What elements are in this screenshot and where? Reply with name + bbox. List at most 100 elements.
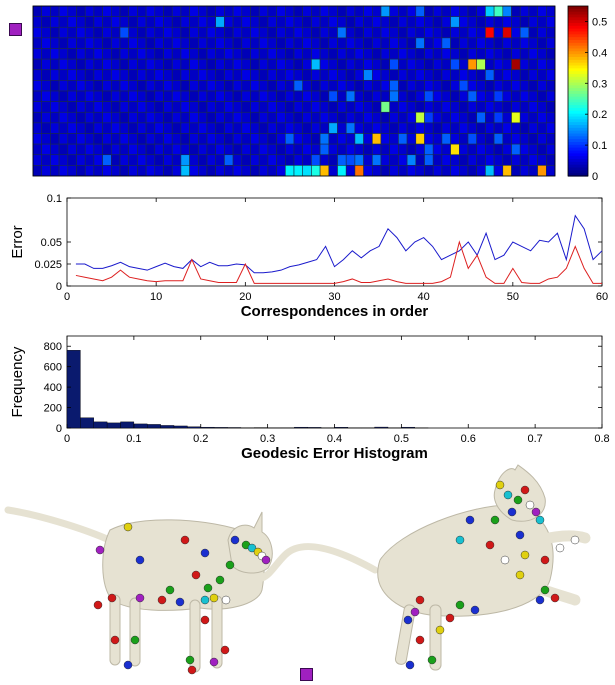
heatmap-cell	[284, 111, 295, 124]
heatmap-cell	[215, 37, 225, 49]
heatmap-cell	[337, 165, 347, 177]
heatmap-cell	[389, 58, 399, 71]
heatmap-cell	[276, 111, 286, 124]
heatmap-cell	[328, 122, 338, 134]
heatmap-cell	[432, 48, 443, 60]
heatmap-cell	[189, 101, 199, 113]
heatmap-cell	[380, 165, 390, 177]
heatmap-cell	[415, 122, 425, 134]
heatmap-cell	[441, 69, 451, 81]
correspondence-point	[93, 600, 103, 610]
heatmap-cell	[511, 101, 521, 113]
heatmap-cell	[450, 165, 460, 177]
heatmap-cell	[537, 80, 547, 92]
heatmap-cell	[276, 37, 286, 49]
heatmap-cell	[415, 58, 425, 71]
heatmap-cell	[267, 154, 277, 166]
heatmap-cell	[76, 122, 86, 134]
heatmap-cell	[302, 26, 312, 39]
correspondence-point	[110, 635, 120, 645]
heatmap-cell	[545, 80, 556, 92]
heatmap-cell	[58, 69, 69, 81]
heatmap-cell	[76, 90, 86, 102]
heatmap-cell	[50, 80, 60, 92]
heatmap-cell	[32, 165, 42, 177]
heatmap-cell	[198, 133, 208, 145]
heatmap-cell	[537, 165, 547, 177]
heatmap-cell	[502, 26, 512, 39]
colorbar-segment	[568, 102, 588, 106]
correspondence-point	[107, 593, 117, 603]
heatmap-cell	[432, 69, 443, 81]
heatmap-cell	[319, 16, 330, 28]
heatmap-cell	[519, 143, 530, 156]
heatmap-cell	[241, 80, 251, 92]
heatmap-cell	[511, 143, 521, 156]
heatmap-cell	[102, 26, 112, 39]
heatmap-cell	[363, 37, 373, 49]
colorbar-tick-label: 0.2	[592, 109, 607, 121]
heatmap-cell	[84, 101, 95, 113]
colorbar-tick-label: 0.5	[592, 16, 607, 28]
heatmap-cell	[145, 101, 156, 113]
heatmap-cell	[206, 37, 216, 49]
heatmap-cell	[371, 122, 382, 134]
heatmap-cell	[467, 90, 477, 102]
heatmap-cell	[476, 101, 486, 113]
heatmap-cell	[380, 48, 390, 60]
heatmap-cell	[389, 101, 399, 113]
histogram-bar	[133, 423, 148, 429]
heatmap-cell	[398, 111, 408, 124]
heatmap-cell	[93, 165, 103, 177]
heatmap-cell	[389, 133, 399, 145]
heatmap-cell	[76, 69, 86, 81]
heatmap-cell	[302, 101, 312, 113]
heatmap-cell	[241, 154, 251, 166]
colorbar-segment	[568, 51, 588, 55]
heatmap-cell	[337, 37, 347, 49]
heatmap-cell	[337, 133, 347, 145]
selection-marker-bottom[interactable]	[300, 668, 313, 681]
heatmap-cell	[450, 101, 460, 113]
heatmap-cell	[371, 101, 382, 113]
heatmap-cell	[328, 37, 338, 49]
heatmap-cell	[32, 154, 42, 166]
heatmap-cell	[250, 154, 260, 166]
heatmap-cell	[189, 5, 199, 17]
colorbar-segment	[568, 93, 588, 98]
heatmap-cell	[198, 143, 208, 156]
heatmap-cell	[250, 48, 260, 60]
heatmap-cell	[371, 90, 382, 102]
heatmap-cell	[363, 165, 373, 177]
heatmap-cell	[250, 5, 260, 17]
heatmap-cell	[267, 165, 277, 177]
heatmap-cell	[154, 133, 164, 145]
heatmap-cell	[250, 90, 260, 102]
heatmap-cell	[189, 80, 199, 92]
colorbar-segment	[568, 142, 588, 146]
selection-marker-top-left[interactable]	[9, 23, 22, 36]
colorbar-segment	[568, 85, 588, 89]
correspondence-point	[531, 507, 541, 517]
heatmap-cell	[380, 37, 390, 49]
heatmap-cell	[41, 122, 51, 134]
heatmap-cell	[311, 154, 321, 166]
correspondence-point	[485, 540, 495, 550]
heatmap-cell	[293, 37, 303, 49]
heatmap-cell	[519, 165, 530, 177]
heatmap-cell	[293, 122, 303, 134]
cat-right-foreleg-2	[514, 574, 581, 606]
heatmap-cell	[128, 37, 138, 49]
histogram-bar	[173, 425, 188, 429]
histogram-bar	[187, 426, 201, 429]
heatmap-cell	[432, 16, 443, 28]
x-tick-label: 0.2	[193, 433, 208, 445]
heatmap-cell	[415, 16, 425, 28]
histogram-bar	[374, 426, 389, 429]
heatmap-cell	[467, 37, 477, 49]
heatmap-cell	[345, 111, 356, 124]
heatmap-cell	[102, 90, 112, 102]
heatmap-cell	[476, 80, 486, 92]
heatmap-cell	[163, 122, 173, 134]
heatmap-cell	[102, 165, 112, 177]
